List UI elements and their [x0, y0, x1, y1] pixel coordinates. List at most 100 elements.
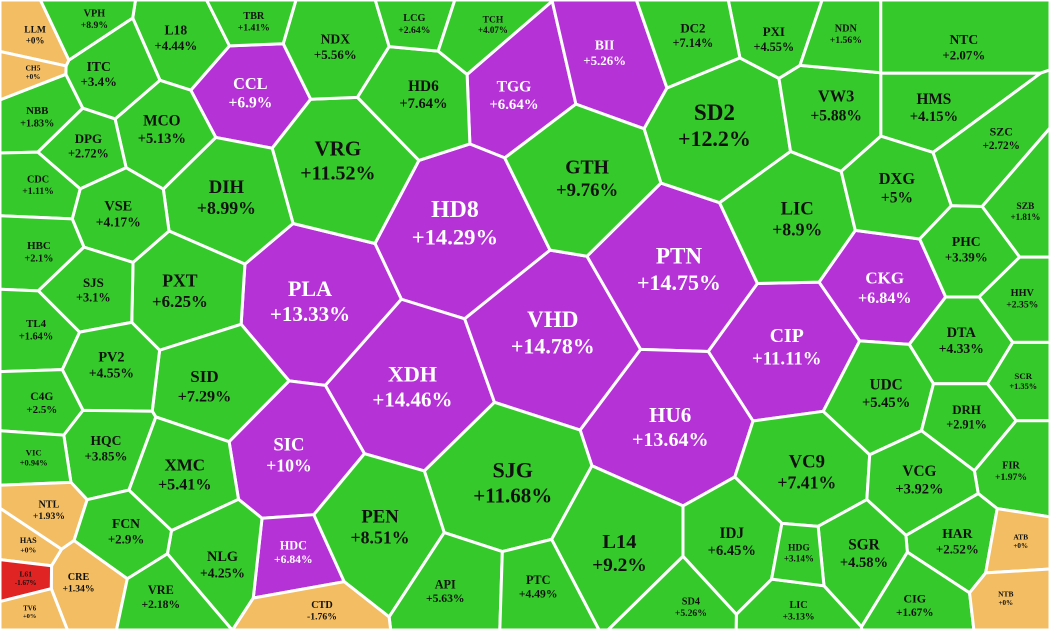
change: +3.85%	[85, 449, 128, 464]
change: +5.13%	[138, 131, 186, 147]
change: +11.52%	[300, 162, 375, 184]
stock-cell	[38, 0, 138, 62]
change: +4.55%	[753, 40, 794, 54]
ticker: TCH	[483, 15, 504, 25]
stock-cell	[503, 102, 663, 258]
ticker: SIC	[273, 434, 304, 455]
ticker: PTC	[526, 573, 550, 587]
change: +7.14%	[673, 36, 714, 50]
ticker: ATB	[1013, 532, 1028, 541]
change: +5%	[881, 190, 913, 207]
ticker: CKG	[865, 269, 904, 288]
change: +7.29%	[178, 388, 232, 405]
stock-cell	[634, 0, 742, 90]
change: +2.91%	[946, 418, 987, 432]
ticker: LIC	[781, 198, 814, 219]
change: +1.34%	[62, 584, 94, 595]
ticker: SID	[190, 367, 218, 386]
change: +8.9%	[772, 220, 822, 240]
ticker: HDC	[280, 538, 307, 552]
ticker: HD8	[431, 197, 479, 223]
ticker: LIC	[789, 600, 807, 611]
ticker: HAS	[20, 536, 37, 545]
change: +5.26%	[675, 608, 707, 619]
stock-cell	[0, 0, 71, 68]
change: +2.35%	[1006, 300, 1038, 311]
ticker: IDJ	[719, 525, 744, 542]
change: +0%	[26, 73, 41, 81]
stock-cell	[231, 580, 393, 630]
ticker: XMC	[164, 455, 205, 474]
ticker: LLM	[24, 25, 46, 35]
ticker: DRH	[952, 402, 981, 417]
ticker: SJS	[83, 275, 104, 290]
change: +14.29%	[412, 224, 498, 249]
change: +0%	[20, 545, 36, 554]
change: +9.2%	[592, 555, 647, 576]
change: +4.17%	[96, 215, 141, 230]
ticker: TGG	[497, 78, 532, 95]
ticker: PLA	[288, 276, 332, 301]
ticker: C4G	[30, 390, 53, 403]
ticker: CIP	[770, 325, 804, 347]
change: +2.9%	[108, 531, 144, 546]
ticker: SGR	[848, 536, 880, 553]
stock-cell	[0, 587, 69, 630]
ticker: SD4	[682, 596, 700, 607]
stock-cell	[114, 552, 234, 630]
ticker: L61	[19, 569, 32, 578]
change: +11.68%	[473, 484, 552, 508]
change: +3.13%	[782, 611, 814, 622]
change: +1.97%	[995, 472, 1027, 483]
ticker: NTC	[949, 32, 978, 47]
ticker: GTH	[565, 157, 609, 179]
ticker: SD2	[694, 100, 735, 126]
ticker: PXT	[162, 271, 198, 291]
change: +6.64%	[489, 97, 538, 113]
change: +1.64%	[19, 332, 53, 343]
ticker: CDC	[27, 174, 49, 185]
ticker: TL4	[26, 318, 47, 330]
change: +4.49%	[519, 588, 558, 601]
ticker: HU6	[649, 403, 691, 427]
change: +4.25%	[200, 565, 245, 580]
change: +0%	[998, 599, 1013, 607]
change: +2.72%	[982, 140, 1020, 152]
change: +9.76%	[556, 180, 618, 201]
change: +4.44%	[154, 38, 197, 53]
ticker: DC2	[680, 20, 705, 35]
ticker: HHV	[1011, 288, 1035, 299]
ticker: VPH	[84, 8, 106, 19]
change: +8.51%	[351, 528, 410, 548]
ticker: DXG	[879, 169, 916, 188]
change: +8.9%	[81, 20, 108, 31]
ticker: PXI	[763, 24, 785, 39]
ticker: UDC	[870, 376, 903, 393]
stock-cell	[606, 554, 738, 630]
change: +3.1%	[76, 291, 111, 305]
ticker: DPG	[75, 131, 102, 146]
change: +14.75%	[637, 270, 721, 295]
change: +2.1%	[24, 253, 53, 264]
ticker: LCG	[403, 13, 425, 24]
ticker: PHC	[952, 234, 981, 249]
ticker: VRE	[148, 583, 174, 597]
ticker: FCN	[112, 516, 140, 531]
change: +4.55%	[89, 366, 134, 381]
ticker: XDH	[388, 361, 437, 386]
ticker: API	[435, 577, 456, 591]
change: +2.52%	[936, 542, 979, 557]
stock-cell	[436, 0, 554, 76]
ticker: SZB	[1016, 202, 1035, 212]
change: +11.11%	[752, 349, 821, 370]
stock-cell	[770, 521, 826, 588]
ticker: CTD	[311, 600, 333, 611]
ticker: VSE	[104, 198, 132, 214]
ticker: L14	[602, 531, 636, 553]
ticker: VIC	[26, 448, 42, 458]
change: +2.64%	[398, 25, 430, 36]
stock-cell	[798, 0, 883, 75]
change: +1.56%	[830, 35, 862, 46]
change: +14.78%	[511, 333, 595, 358]
ticker: CIG	[904, 592, 926, 606]
